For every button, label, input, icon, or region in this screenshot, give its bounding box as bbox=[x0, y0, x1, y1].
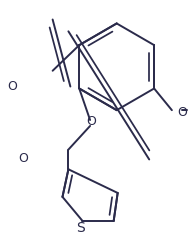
Text: S: S bbox=[76, 221, 85, 235]
Text: O: O bbox=[18, 152, 28, 165]
Text: O: O bbox=[86, 115, 96, 129]
Text: O: O bbox=[177, 106, 187, 119]
Text: O: O bbox=[7, 80, 17, 93]
